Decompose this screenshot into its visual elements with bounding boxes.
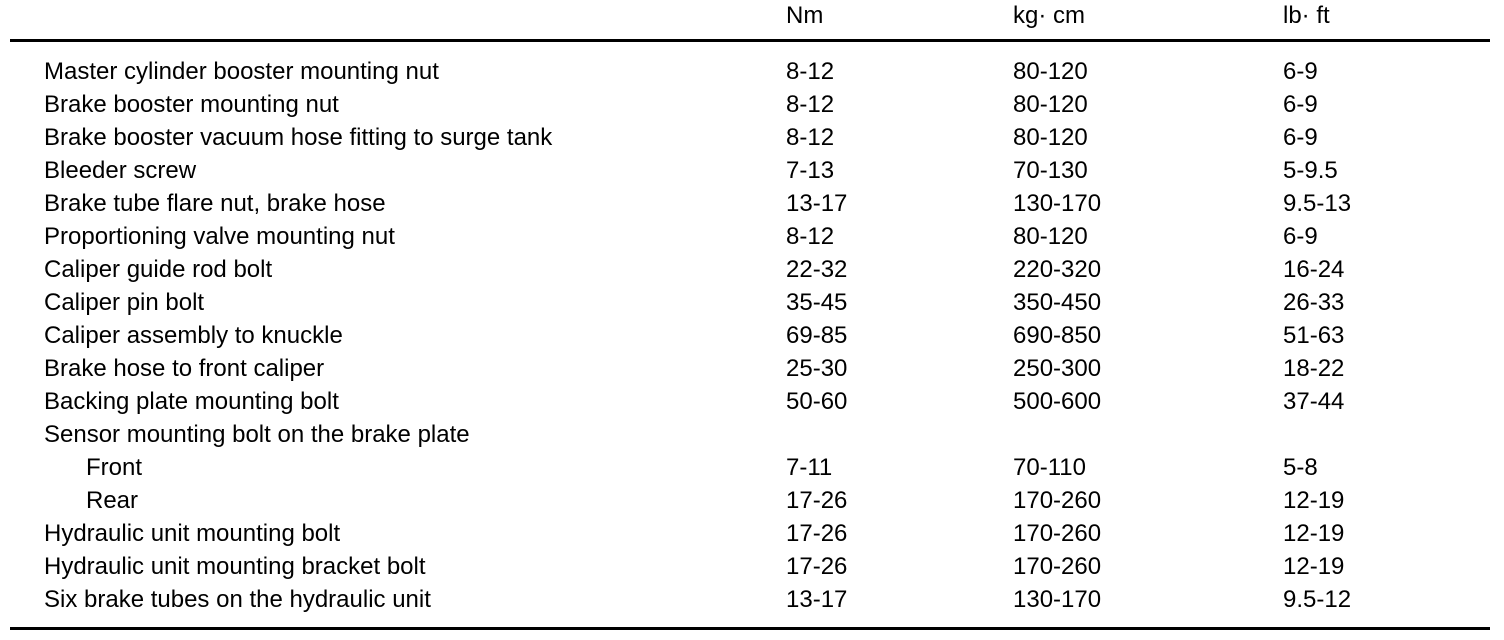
cell: 6-9 (1283, 223, 1318, 250)
row-label: Hydraulic unit mounting bracket bolt (44, 553, 426, 580)
cell: 17-26 (786, 520, 848, 547)
cell: 70-130 (1013, 157, 1088, 184)
cell: 7-13 (786, 157, 835, 184)
cell: 80-120 (1013, 58, 1088, 85)
cell: 9.5-12 (1283, 586, 1352, 613)
cell: 12-19 (1283, 487, 1345, 514)
cell: 51-63 (1283, 322, 1345, 349)
bottom-rule (10, 627, 1490, 630)
cell: 130-170 (1013, 190, 1102, 217)
row-label: Six brake tubes on the hydraulic unit (44, 586, 431, 613)
sub-row-label: Rear (86, 487, 139, 514)
cell: 80-120 (1013, 223, 1088, 250)
cell: 690-850 (1013, 322, 1102, 349)
cell: 17-26 (786, 553, 848, 580)
cell: 7-11 (786, 454, 833, 481)
cell: 8-12 (786, 58, 835, 85)
cell: 70-110 (1013, 454, 1086, 481)
column-header: Nm (786, 2, 824, 29)
cell: 5-8 (1283, 454, 1318, 481)
cell: 170-260 (1013, 487, 1102, 514)
row-label: Caliper guide rod bolt (44, 256, 273, 283)
column-header: lb· ft (1283, 2, 1330, 29)
cell: 17-26 (786, 487, 848, 514)
cell: 22-32 (786, 256, 848, 283)
cell: 18-22 (1283, 355, 1345, 382)
cell: 6-9 (1283, 91, 1318, 118)
cell: 25-30 (786, 355, 848, 382)
cell: 8-12 (786, 223, 835, 250)
cell: 6-9 (1283, 58, 1318, 85)
cell: 170-260 (1013, 553, 1102, 580)
cell: 80-120 (1013, 124, 1088, 151)
cell: 8-12 (786, 91, 835, 118)
cell: 13-17 (786, 586, 848, 613)
cell: 69-85 (786, 322, 848, 349)
row-label: Brake booster vacuum hose fitting to sur… (44, 124, 553, 151)
cell: 26-33 (1283, 289, 1345, 316)
cell: 13-17 (786, 190, 848, 217)
top-rule (10, 39, 1490, 42)
cell: 170-260 (1013, 520, 1102, 547)
cell: 6-9 (1283, 124, 1318, 151)
cell: 12-19 (1283, 520, 1345, 547)
row-label: Bleeder screw (44, 157, 197, 184)
cell: 5-9.5 (1283, 157, 1338, 184)
row-label: Caliper assembly to knuckle (44, 322, 343, 349)
row-label: Master cylinder booster mounting nut (44, 58, 439, 85)
row-label: Proportioning valve mounting nut (44, 223, 395, 250)
cell: 9.5-13 (1283, 190, 1352, 217)
cell: 37-44 (1283, 388, 1345, 415)
cell: 35-45 (786, 289, 848, 316)
sub-row-label: Front (86, 454, 143, 481)
cell: 350-450 (1013, 289, 1102, 316)
column-header: kg· cm (1013, 2, 1085, 29)
cell: 8-12 (786, 124, 835, 151)
row-label: Hydraulic unit mounting bolt (44, 520, 341, 547)
row-label: Brake hose to front caliper (44, 355, 325, 382)
row-label: Backing plate mounting bolt (44, 388, 339, 415)
cell: 500-600 (1013, 388, 1102, 415)
row-label: Brake booster mounting nut (44, 91, 339, 118)
cell: 250-300 (1013, 355, 1102, 382)
cell: 50-60 (786, 388, 848, 415)
row-label: Sensor mounting bolt on the brake plate (44, 421, 470, 448)
cell: 220-320 (1013, 256, 1102, 283)
cell: 12-19 (1283, 553, 1345, 580)
cell: 80-120 (1013, 91, 1088, 118)
row-label: Brake tube flare nut, brake hose (44, 190, 386, 217)
cell: 130-170 (1013, 586, 1102, 613)
cell: 16-24 (1283, 256, 1345, 283)
row-label: Caliper pin bolt (44, 289, 205, 316)
